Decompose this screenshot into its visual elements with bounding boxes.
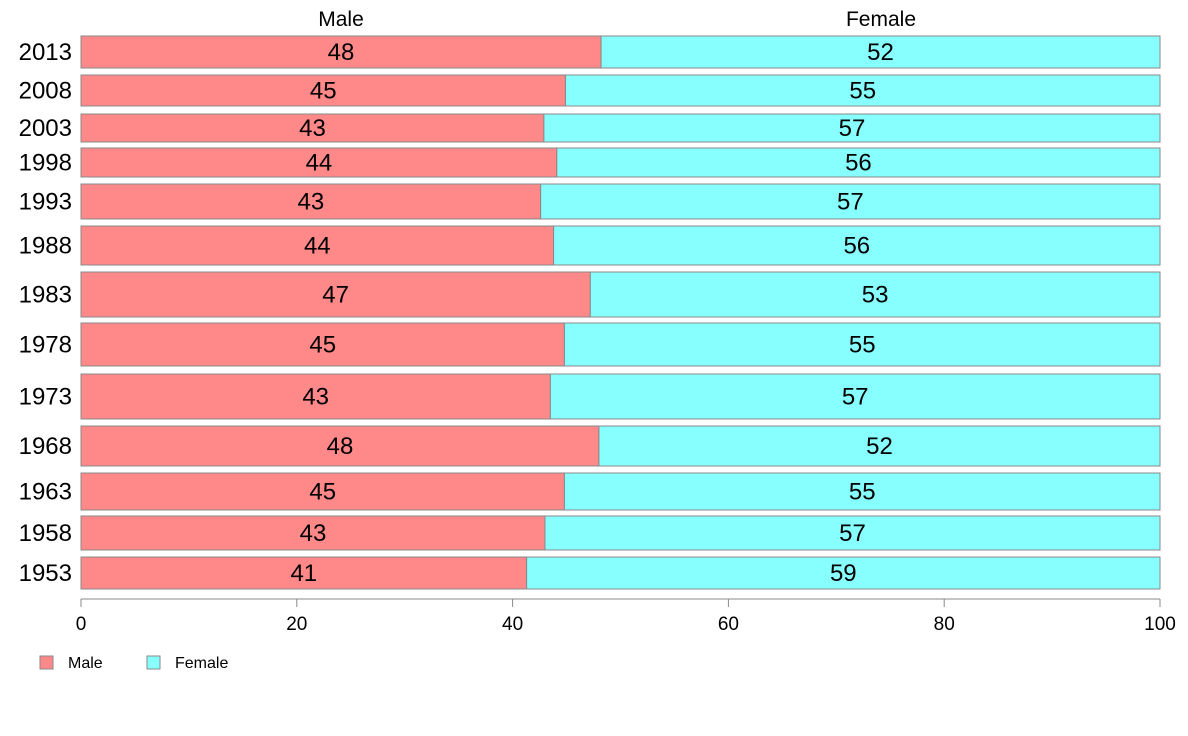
year-label: 1983: [19, 282, 72, 309]
data-label-female: 56: [843, 233, 870, 260]
data-label-male: 43: [297, 189, 324, 216]
data-label-male: 41: [290, 560, 317, 587]
data-label-female: 56: [845, 150, 872, 177]
year-label: 2008: [19, 78, 72, 105]
x-tick-label: 0: [76, 614, 87, 635]
year-label: 1988: [19, 233, 72, 260]
bar-female: [526, 556, 1161, 590]
bar-male: [80, 472, 565, 511]
data-label-female: 53: [862, 282, 889, 309]
year-label: 1963: [19, 479, 72, 506]
data-label-male: 45: [310, 78, 337, 105]
x-tick-label: 20: [286, 614, 307, 635]
year-label: 1993: [19, 189, 72, 216]
data-label-female: 52: [866, 433, 893, 460]
data-label-male: 44: [306, 150, 333, 177]
bar-male: [80, 183, 542, 220]
year-label: 1968: [19, 433, 72, 460]
bar-male: [80, 556, 528, 590]
legend-label-female: Female: [175, 655, 228, 672]
data-label-female: 55: [849, 332, 876, 359]
bar-female: [556, 147, 1161, 178]
bar-male: [80, 425, 600, 467]
x-tick-label: 80: [934, 614, 955, 635]
bar-female: [598, 425, 1161, 467]
bar-male: [80, 74, 566, 107]
year-label: 1978: [19, 332, 72, 359]
bar-male: [80, 113, 545, 143]
year-label: 2003: [19, 115, 72, 142]
column-header-female: Female: [846, 8, 916, 31]
data-label-male: 44: [304, 233, 331, 260]
bar-male: [80, 35, 602, 69]
bar-female: [543, 113, 1161, 143]
year-label: 1973: [19, 384, 72, 411]
legend-swatch-male: [39, 655, 54, 670]
x-tick-label: 60: [718, 614, 739, 635]
x-tick-label: 100: [1144, 614, 1176, 635]
data-label-female: 59: [830, 560, 857, 587]
bar-female: [563, 472, 1161, 511]
data-label-female: 55: [849, 78, 876, 105]
data-label-female: 57: [837, 189, 864, 216]
data-label-male: 48: [328, 39, 355, 66]
data-label-female: 57: [839, 115, 866, 142]
bar-male: [80, 515, 546, 551]
bar-female: [544, 515, 1161, 551]
bar-female: [589, 271, 1161, 318]
x-axis: 0 20 40 60 80 100: [76, 598, 1176, 635]
data-label-female: 52: [867, 39, 894, 66]
bar-female: [564, 74, 1161, 107]
bar-male: [80, 271, 591, 318]
data-label-male: 48: [327, 433, 354, 460]
bar-female: [600, 35, 1161, 69]
data-label-male: 43: [299, 115, 326, 142]
data-label-female: 57: [839, 520, 866, 547]
legend: Male Female: [39, 655, 228, 672]
data-label-male: 47: [322, 282, 349, 309]
x-tick-label: 40: [502, 614, 523, 635]
year-label: 1958: [19, 520, 72, 547]
year-label: 1998: [19, 150, 72, 177]
bar-female: [553, 225, 1161, 266]
data-label-male: 43: [300, 520, 327, 547]
data-label-male: 43: [302, 384, 329, 411]
column-header-male: Male: [318, 8, 364, 31]
bar-female: [563, 322, 1161, 367]
data-label-female: 57: [842, 384, 869, 411]
legend-label-male: Male: [68, 655, 103, 672]
bars-group: 2013 48 52 2008 45 55 2003 43 57 1998 44 56 1993 43 57…: [19, 35, 1161, 590]
bar-female: [549, 373, 1161, 420]
bar-female: [540, 183, 1161, 220]
year-label: 1953: [19, 560, 72, 587]
bar-male: [80, 373, 551, 420]
data-label-male: 45: [309, 479, 336, 506]
year-label: 2013: [19, 39, 72, 66]
data-label-male: 45: [309, 332, 336, 359]
legend-swatch-female: [146, 655, 161, 670]
bar-male: [80, 147, 558, 178]
data-label-female: 55: [849, 479, 876, 506]
